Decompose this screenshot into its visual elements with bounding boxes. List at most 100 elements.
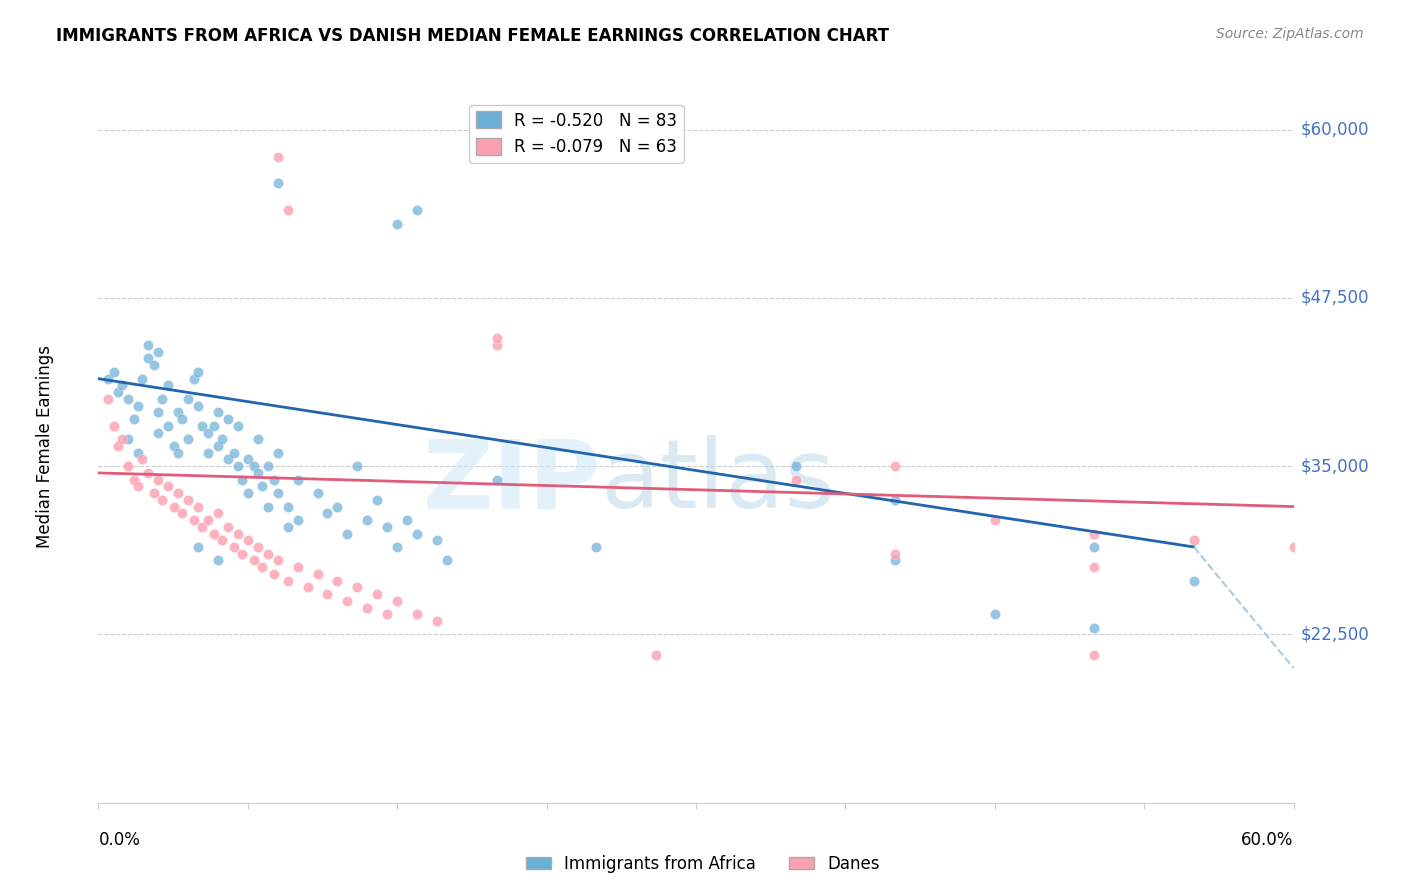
Point [1182,574,1205,588]
Point [187,365,209,379]
Point [336,526,359,541]
Point [211,533,233,548]
Point [183,372,205,386]
Point [375,607,398,622]
Point [316,587,339,601]
Point [231,473,253,487]
Point [197,425,219,440]
Point [222,446,245,460]
Point [485,473,508,487]
Point [267,553,290,567]
Point [1182,533,1205,548]
Point [385,217,409,231]
Point [187,399,209,413]
Point [131,372,153,386]
Point [1083,526,1105,541]
Point [103,365,125,379]
Point [785,473,807,487]
Point [163,500,186,514]
Point [287,473,309,487]
Point [107,439,129,453]
Point [143,486,166,500]
Point [183,513,205,527]
Point [107,385,129,400]
Legend: Immigrants from Africa, Danes: Immigrants from Africa, Danes [519,848,887,880]
Point [236,486,259,500]
Point [207,439,229,453]
Point [246,432,269,446]
Point [243,553,266,567]
Point [177,392,200,406]
Point [148,425,170,440]
Text: ZIP: ZIP [422,435,600,528]
Point [1083,621,1105,635]
Point [256,547,278,561]
Point [167,486,190,500]
Point [177,432,200,446]
Point [356,600,378,615]
Point [117,459,139,474]
Point [1083,560,1105,574]
Point [277,520,299,534]
Point [406,203,429,218]
Point [191,418,214,433]
Point [191,520,214,534]
Point [148,405,170,419]
Point [336,594,359,608]
Text: IMMIGRANTS FROM AFRICA VS DANISH MEDIAN FEMALE EARNINGS CORRELATION CHART: IMMIGRANTS FROM AFRICA VS DANISH MEDIAN … [56,27,889,45]
Point [406,526,429,541]
Point [485,338,508,352]
Point [346,459,368,474]
Point [143,358,166,372]
Point [157,378,180,392]
Point [150,392,173,406]
Point [187,500,209,514]
Point [136,351,159,366]
Point [267,446,290,460]
Point [366,587,388,601]
Text: $22,500: $22,500 [1301,625,1369,643]
Point [307,486,329,500]
Point [187,540,209,554]
Text: $35,000: $35,000 [1301,458,1369,475]
Point [172,506,194,520]
Point [207,506,229,520]
Point [1083,648,1105,662]
Point [202,418,225,433]
Point [585,540,607,554]
Point [127,446,149,460]
Point [167,405,190,419]
Text: 60.0%: 60.0% [1241,831,1294,849]
Point [127,399,149,413]
Point [385,594,409,608]
Point [226,459,249,474]
Point [150,492,173,507]
Point [103,418,125,433]
Point [426,614,449,628]
Point [222,540,245,554]
Point [148,344,170,359]
Point [884,553,907,567]
Point [231,547,253,561]
Point [236,452,259,467]
Point [243,459,266,474]
Point [97,372,120,386]
Point [277,500,299,514]
Point [884,459,907,474]
Point [226,418,249,433]
Point [287,513,309,527]
Text: $60,000: $60,000 [1301,120,1369,138]
Point [983,607,1005,622]
Point [884,492,907,507]
Point [148,473,170,487]
Point [316,506,339,520]
Point [226,526,249,541]
Point [307,566,329,581]
Point [207,553,229,567]
Point [197,446,219,460]
Point [236,533,259,548]
Point [256,459,278,474]
Point [267,149,290,163]
Point [124,473,146,487]
Point [131,452,153,467]
